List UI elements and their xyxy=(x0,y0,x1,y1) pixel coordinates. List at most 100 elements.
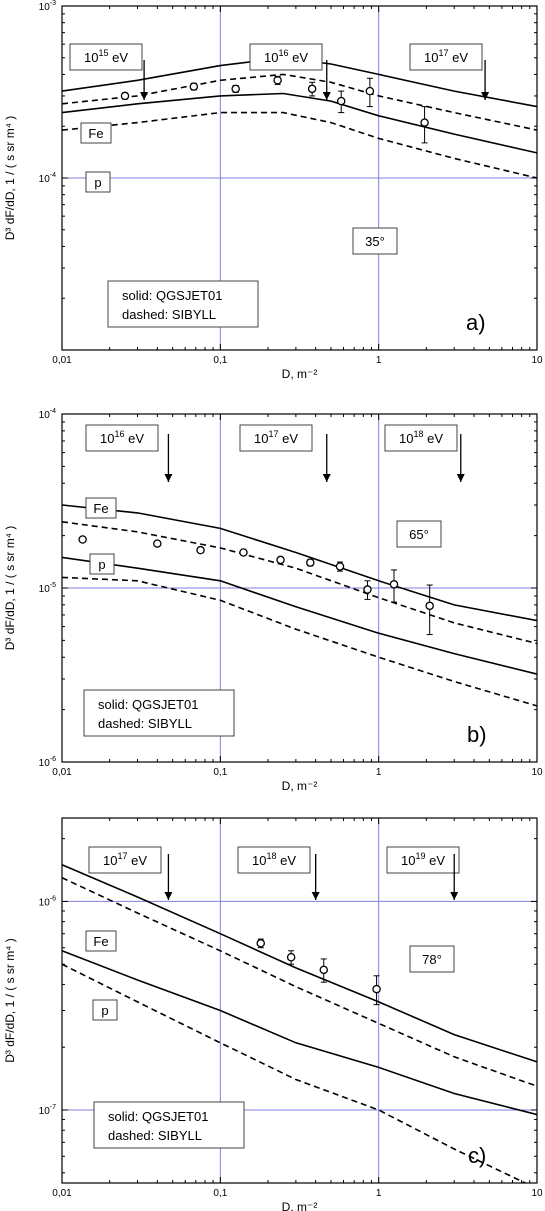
data-point xyxy=(189,82,199,91)
energy-box xyxy=(409,43,483,71)
y-tick-exp: -5 xyxy=(50,582,56,589)
energy-unit: eV xyxy=(448,50,468,65)
curve-label-box xyxy=(85,497,117,519)
y-tick-label: 10-6 xyxy=(39,756,56,769)
y-tick-label: 10-7 xyxy=(39,1104,56,1117)
series-line-dashed xyxy=(62,576,537,707)
series-group xyxy=(62,56,537,179)
legend-line: dashed: SIBYLL xyxy=(98,716,192,731)
y-tick-base: 10 xyxy=(39,897,51,908)
curve-label: Fe xyxy=(88,126,103,141)
x-axis-label: D, m⁻² xyxy=(282,1200,318,1211)
legend-line: solid: QGSJET01 xyxy=(108,1109,208,1124)
series-group xyxy=(62,863,537,1183)
y-tick-exp: -7 xyxy=(50,1104,56,1111)
series-line-solid xyxy=(62,950,537,1116)
panel-letter: b) xyxy=(467,722,487,747)
y-tick-exp: -3 xyxy=(50,0,56,7)
curve-label-box xyxy=(89,553,115,575)
y-tick-base: 10 xyxy=(39,584,51,595)
series-line-dashed xyxy=(62,111,537,179)
energy-exp: 18 xyxy=(413,429,423,439)
energy-exp: 16 xyxy=(278,48,288,58)
energy-exp: 19 xyxy=(415,851,425,861)
arrow-head-icon xyxy=(481,92,490,100)
x-tick-label: 0,1 xyxy=(213,767,227,778)
arrow-head-icon xyxy=(322,474,331,482)
x-tick-label: 0,1 xyxy=(213,355,227,366)
angle-box xyxy=(352,227,398,255)
energy-unit: eV xyxy=(108,50,128,65)
energy-box xyxy=(239,424,313,452)
angle-box xyxy=(409,945,455,973)
legend-line: solid: QGSJET01 xyxy=(122,288,222,303)
legend-box xyxy=(93,1101,245,1149)
y-tick-label: 10-6 xyxy=(39,895,56,908)
x-tick-label: 0,01 xyxy=(52,767,72,778)
series-line-dashed xyxy=(62,876,537,1087)
y-tick-exp: -4 xyxy=(50,408,56,415)
y-tick-label: 10-3 xyxy=(39,0,56,13)
legend-box xyxy=(107,280,259,328)
legend-line: dashed: SIBYLL xyxy=(108,1128,202,1143)
energy-mantissa: 10 xyxy=(252,853,266,868)
data-point xyxy=(276,555,285,565)
legend-box xyxy=(83,689,235,737)
energy-label: 1017 eV xyxy=(103,851,147,868)
energy-mantissa: 10 xyxy=(424,50,438,65)
y-axis-label: D³ dF/dD, 1 / ( s sr m⁴ ) xyxy=(3,526,17,651)
energy-exp: 15 xyxy=(98,48,108,58)
series-line-dashed xyxy=(62,963,528,1183)
angle-box xyxy=(396,520,442,548)
energy-mantissa: 10 xyxy=(264,50,278,65)
energy-mantissa: 10 xyxy=(401,853,415,868)
arrow-head-icon xyxy=(140,92,149,100)
x-tick-label: 1 xyxy=(376,767,382,778)
arrow-head-icon xyxy=(450,892,459,900)
data-point xyxy=(231,84,240,94)
data-point xyxy=(389,580,399,589)
energy-exp: 16 xyxy=(114,429,124,439)
data-point xyxy=(365,86,375,96)
energy-label: 1019 eV xyxy=(401,851,445,868)
energy-box xyxy=(85,424,159,452)
y-tick-label: 10-4 xyxy=(39,408,56,421)
angle-label: 65° xyxy=(409,527,429,542)
energy-exp: 18 xyxy=(266,851,276,861)
series-line-dashed xyxy=(62,521,537,645)
energy-unit: eV xyxy=(127,853,147,868)
energy-mantissa: 10 xyxy=(254,431,268,446)
arrow-head-icon xyxy=(164,474,173,482)
series-line-solid xyxy=(62,92,537,154)
y-tick-base: 10 xyxy=(39,174,51,185)
x-tick-label: 0,1 xyxy=(213,1188,227,1199)
y-axis-label: D³ dF/dD, 1 / ( s sr m⁴ ) xyxy=(3,938,17,1063)
energy-box xyxy=(88,846,162,874)
y-axis-label: D³ dF/dD, 1 / ( s sr m⁴ ) xyxy=(3,116,17,241)
data-point xyxy=(78,535,87,544)
energy-mantissa: 10 xyxy=(103,853,117,868)
y-tick-label: 10-4 xyxy=(39,172,56,185)
curve-label: Fe xyxy=(93,501,108,516)
y-tick-exp: -4 xyxy=(50,172,56,179)
energy-label: 1018 eV xyxy=(399,429,443,446)
arrow-head-icon xyxy=(164,892,173,900)
x-tick-label: 0,01 xyxy=(52,355,72,366)
series-group xyxy=(62,504,537,707)
y-tick-base: 10 xyxy=(39,2,51,13)
y-tick-label: 10-5 xyxy=(39,582,56,595)
energy-unit: eV xyxy=(425,853,445,868)
curve-label: p xyxy=(101,1003,108,1018)
data-point xyxy=(319,965,329,975)
energy-exp: 17 xyxy=(117,851,127,861)
y-tick-exp: -6 xyxy=(50,756,56,763)
energy-unit: eV xyxy=(124,431,144,446)
curve-label: p xyxy=(98,557,105,572)
energy-mantissa: 10 xyxy=(84,50,98,65)
x-tick-label: 0,01 xyxy=(52,1188,72,1199)
angle-label: 78° xyxy=(422,952,442,967)
